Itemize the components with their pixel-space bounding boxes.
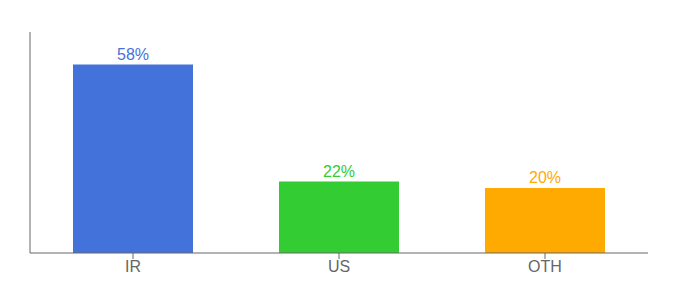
svg-text:OTH: OTH (528, 258, 562, 275)
svg-text:US: US (328, 258, 350, 275)
svg-text:22%: 22% (323, 163, 355, 180)
svg-text:58%: 58% (117, 46, 149, 63)
svg-text:20%: 20% (529, 169, 561, 186)
svg-text:IR: IR (125, 258, 141, 275)
